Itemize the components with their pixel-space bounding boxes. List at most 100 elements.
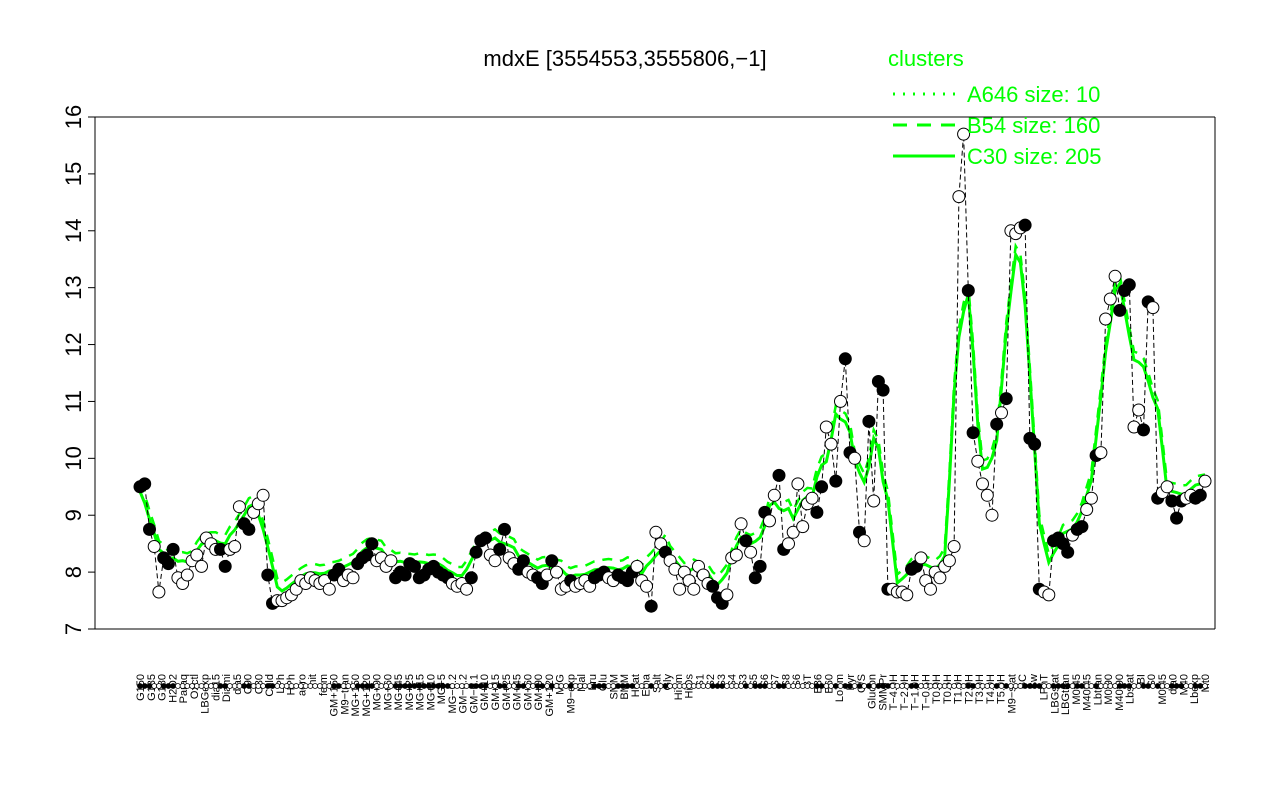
rug-mark [534, 683, 541, 689]
data-point [161, 557, 175, 571]
rug-mark [1131, 683, 1137, 689]
x-tick-label: MG+10 [425, 674, 437, 710]
rug-mark [676, 683, 683, 689]
data-point [957, 127, 971, 141]
rug-mark [1027, 683, 1033, 689]
y-tick-label: 11 [61, 390, 86, 413]
rug-mark [411, 683, 418, 689]
rug-mark [165, 683, 172, 689]
rug-mark [913, 683, 920, 689]
rug-mark [288, 683, 295, 689]
data-point [384, 554, 398, 568]
rug-mark [487, 683, 494, 689]
rug-mark [709, 683, 716, 689]
rug-mark [832, 683, 839, 689]
rug-mark [837, 683, 844, 689]
rug-mark [378, 683, 385, 689]
rug-mark [605, 683, 612, 689]
data-point [1122, 278, 1136, 292]
rug-mark [392, 683, 399, 689]
rug-mark [279, 683, 285, 689]
data-point [829, 474, 843, 488]
rug-mark [785, 683, 792, 689]
rug-mark [757, 683, 763, 689]
data-point [365, 537, 379, 551]
rug-mark [1192, 683, 1199, 689]
rug-mark [1017, 683, 1024, 689]
data-point [516, 554, 530, 568]
cluster-line-c30 [138, 250, 1206, 593]
rug-mark [1008, 683, 1014, 689]
rug-mark [383, 683, 390, 689]
rug-mark [511, 683, 517, 689]
rug-mark [421, 683, 427, 689]
rug-mark [842, 683, 849, 689]
data-point [1132, 403, 1146, 417]
data-point [1160, 480, 1174, 494]
rug-mark [468, 683, 475, 689]
data-point [1061, 545, 1075, 559]
legend-label: A646 size: 10 [967, 82, 1100, 107]
rug-mark [804, 683, 811, 689]
data-point [720, 588, 734, 602]
rug-mark [160, 683, 167, 689]
rug-mark [648, 683, 655, 689]
rug-mark [705, 683, 711, 689]
data-point [152, 585, 166, 599]
data-point [976, 477, 989, 491]
rug-mark [335, 683, 342, 689]
data-point [1028, 437, 1042, 451]
rug-mark [1121, 683, 1128, 689]
rug-mark [927, 683, 934, 689]
rug-mark [397, 683, 404, 689]
x-tick-label: T−1.0H [910, 674, 922, 710]
rug-mark [146, 683, 153, 689]
rug-mark [416, 683, 423, 689]
rug-mark [1093, 683, 1099, 689]
data-point [834, 394, 847, 408]
rug-mark [368, 683, 375, 689]
rug-mark [217, 683, 224, 689]
rug-mark [766, 683, 773, 689]
data-point [786, 525, 800, 539]
data-point [166, 542, 180, 556]
data-point [1103, 292, 1117, 306]
rug-mark [889, 683, 896, 689]
data-line [139, 134, 1206, 607]
x-tick-label: T4.0H [985, 674, 997, 704]
data-point [228, 540, 242, 553]
data-point [980, 488, 994, 502]
rug-mark [307, 683, 314, 689]
data-point [857, 534, 871, 548]
y-tick-label: 13 [61, 275, 86, 299]
y-tick-label: 12 [61, 332, 86, 356]
rug-mark [814, 683, 820, 689]
data-point [734, 517, 748, 531]
x-tick-label: BI [1135, 674, 1147, 684]
rug-mark [851, 683, 858, 689]
y-tick-label: 9 [61, 509, 86, 521]
series-line [139, 134, 1206, 607]
data-point [824, 437, 838, 451]
rug-mark [425, 683, 432, 689]
data-point [464, 571, 478, 585]
data-point [748, 571, 762, 585]
rug-mark [1036, 683, 1043, 689]
rug-mark [591, 683, 598, 689]
rug-mark [141, 683, 148, 689]
rug-mark [326, 683, 333, 689]
rug-mark [1064, 683, 1071, 689]
data-point [408, 559, 421, 573]
rug-mark [179, 683, 186, 689]
rug-mark [1159, 683, 1166, 689]
rug-mark [439, 683, 446, 689]
x-tick-label: MG+5 [436, 674, 448, 704]
data-point [1018, 218, 1032, 232]
rug-mark [596, 683, 602, 689]
x-tick-label: T0.5H [942, 674, 954, 704]
rug-mark [771, 683, 778, 689]
x-tick-label: M0t45 [1157, 674, 1169, 705]
data-point [971, 454, 985, 468]
x-tick-label: Lbtran [1092, 674, 1104, 705]
data-point [1099, 312, 1113, 326]
